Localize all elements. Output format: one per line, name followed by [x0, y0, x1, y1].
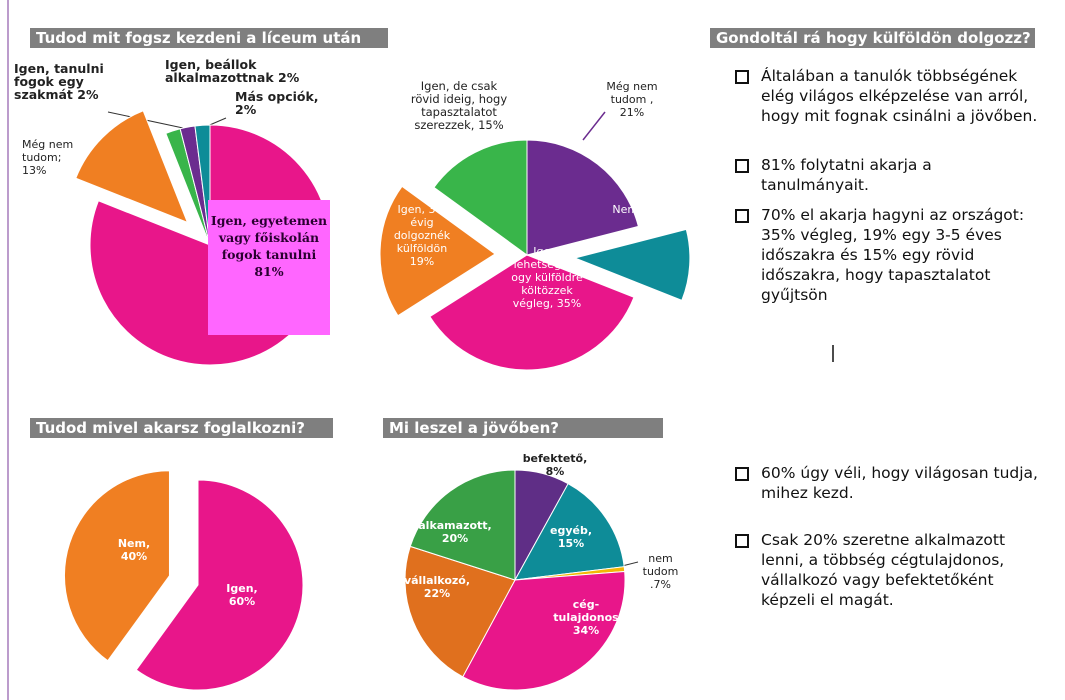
data-label: cég-tulajdonos 34%	[553, 598, 619, 637]
data-label: egyéb, 15%	[540, 524, 602, 550]
value-label: 15%	[478, 118, 504, 132]
bullet: Általában a tanulók többségének elég vil…	[733, 66, 1043, 126]
pie-slice	[526, 139, 639, 256]
category-label: Igen,	[226, 582, 258, 595]
pie-slice	[404, 545, 516, 678]
category-label: befektető,	[522, 452, 588, 465]
data-label: Igen, tanulni fogok egy szakmát 2%	[14, 62, 114, 101]
pie-slice	[75, 110, 189, 224]
category-label: Még nem tudom ,	[606, 80, 658, 106]
value-label: 19%	[409, 255, 435, 268]
category-label: Más opciók,	[235, 89, 319, 104]
value-label: 40%	[120, 550, 148, 563]
pie-slice	[194, 124, 211, 246]
category-label: Igen, lehetségesh ogy külföldre költözze…	[511, 245, 583, 310]
pie-slice	[433, 139, 528, 256]
data-label: vállalkozó, 22%	[400, 574, 474, 600]
pie-slice	[64, 470, 170, 662]
value-label: 2%	[278, 70, 300, 85]
data-label: Más opciók, 2%	[235, 90, 325, 116]
value-label: 13%	[22, 164, 47, 177]
category-label: vállalkozó,	[403, 574, 471, 587]
data-label: Igen, 3-5 évig dolgoznék külföldön 19%	[392, 203, 452, 268]
data-label: befektető, 8%	[520, 452, 590, 478]
category-label: Igen, 3-5 évig dolgoznék külföldön	[393, 203, 451, 255]
category-label: Igen, tanulni fogok egy szakmát	[14, 61, 104, 102]
value-label: 10%	[645, 203, 670, 216]
leader-line	[621, 561, 639, 567]
value-label: 2%	[77, 87, 99, 102]
category-label: Igen, egyetemen vagy főiskolán fogok tan…	[210, 213, 328, 262]
pie-slice	[514, 483, 625, 581]
category-label: Igen, de csak rövid ideig, hogy tapaszta…	[410, 79, 508, 132]
category-label: alkamazott,	[418, 519, 492, 532]
bullet: 60% úgy véli, hogy világosan tudja, mihe…	[733, 463, 1043, 503]
data-label: Igen, lehetségesh ogy külföldre költözze…	[503, 245, 591, 310]
leader-line	[582, 111, 606, 141]
data-label: Még nem tudom , 21%	[598, 80, 666, 119]
data-label: Nem, 10%	[606, 203, 676, 216]
category-label: Nem,	[612, 203, 642, 216]
value-label: 34%	[572, 624, 600, 637]
data-label: Igen, egyetemen vagy főiskolán fogok tan…	[208, 200, 330, 335]
value-label: 20%	[441, 532, 469, 545]
notes-title: Gondoltál rá hogy külföldön dolgozz?	[710, 28, 1035, 48]
data-label: Igen, 60%	[212, 582, 272, 608]
value-label: 15%	[557, 537, 585, 550]
pie-slice	[135, 479, 304, 691]
bullet: 70% el akarja hagyni az országot: 35% vé…	[733, 205, 1043, 305]
data-label: nem tudom .7%	[638, 552, 683, 591]
bullet: Csak 20% szeretne alkalmazott lenni, a t…	[733, 530, 1043, 610]
category-label: egyéb,	[549, 524, 593, 537]
value-label: 2%	[235, 102, 257, 117]
pie-slice	[409, 469, 516, 581]
category-label: Még nem tudom;	[22, 138, 74, 164]
pie-slice	[429, 254, 635, 371]
value-label: .7%	[650, 578, 671, 591]
chart-title: Tudod mit fogsz kezdeni a líceum után	[30, 28, 388, 48]
data-label: Igen, de csak rövid ideig, hogy tapaszta…	[408, 80, 510, 132]
pie-slice	[573, 228, 691, 301]
chart-title: Tudod mivel akarsz foglalkozni?	[30, 418, 333, 438]
pie-slice	[462, 570, 626, 691]
pie-slice	[379, 185, 496, 317]
value-label: 35%	[556, 297, 582, 310]
category-label: Igen, beállok alkalmazottnak	[165, 57, 274, 85]
chart-title: Mi leszel a jövőben?	[383, 418, 663, 438]
data-label: Még nem tudom; 13%	[22, 138, 84, 177]
value-label: 8%	[545, 465, 565, 478]
bullet: 81% folytatni akarja a tanulmányait.	[733, 155, 1043, 195]
data-label: Igen, beállok alkalmazottnak 2%	[165, 58, 315, 84]
category-label: nem tudom	[642, 552, 679, 578]
value-label: 81%	[254, 264, 284, 279]
value-label: 60%	[228, 595, 256, 608]
value-label: 21%	[619, 106, 645, 119]
category-label: Nem,	[117, 537, 151, 550]
value-label: 22%	[423, 587, 451, 600]
data-label: alkamazott, 20%	[416, 519, 494, 545]
data-label: Nem, 40%	[104, 537, 164, 563]
category-label: cég-tulajdonos	[553, 598, 619, 624]
